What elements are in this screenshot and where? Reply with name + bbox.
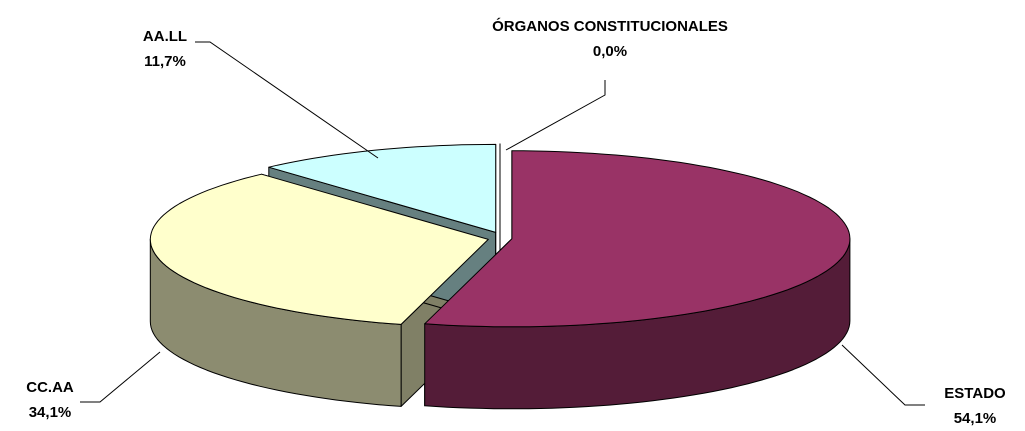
slice-label: AA.LL xyxy=(143,28,187,45)
slice xyxy=(149,173,489,325)
slice xyxy=(424,150,851,328)
slice-label: ÓRGANOS CONSTITUCIONALES xyxy=(492,17,728,35)
leader-line xyxy=(195,41,379,159)
slice-value-label: 11,7% xyxy=(144,53,186,70)
slice-value-label: 0,0% xyxy=(593,43,627,60)
slice xyxy=(268,143,497,233)
slice-label: CC.AA xyxy=(26,379,74,396)
leader-line xyxy=(505,80,606,151)
slice-value-label: 34,1% xyxy=(29,404,72,421)
slice-value-label: 54,1% xyxy=(954,410,997,427)
leader-line xyxy=(841,344,925,406)
leader-line xyxy=(80,351,161,403)
slice-label: ESTADO xyxy=(944,385,1006,402)
